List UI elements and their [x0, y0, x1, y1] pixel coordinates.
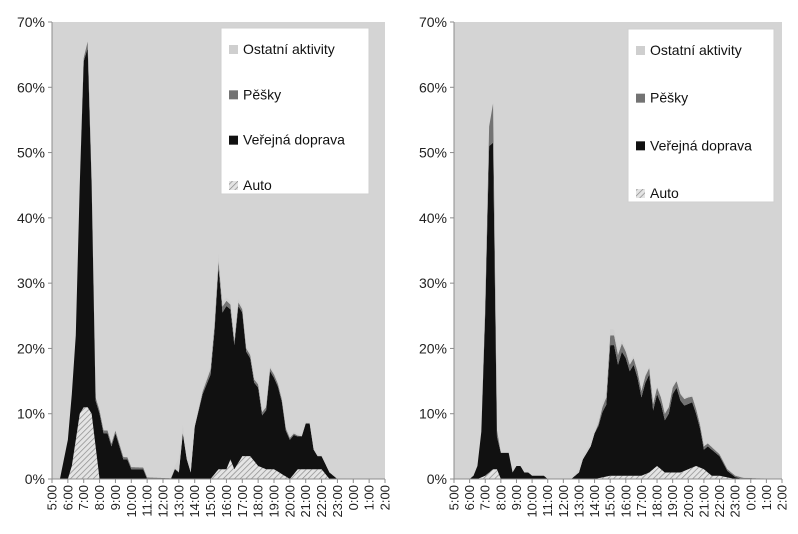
x-tick-label: 6:00	[60, 485, 75, 510]
x-tick-label: 23:00	[728, 485, 743, 518]
x-tick-label: 19:00	[267, 485, 282, 518]
legend-swatch-ostatni-aktivity	[636, 46, 645, 55]
x-tick-label: 15:00	[203, 485, 218, 518]
x-tick-label: 22:00	[314, 485, 329, 518]
x-tick-label: 2:00	[775, 485, 790, 510]
y-tick-label: 40%	[17, 210, 45, 226]
legend: Ostatní aktivity Pěšky Veřejná doprava Auto	[628, 29, 774, 202]
x-tick-label: 7:00	[478, 485, 493, 510]
x-tick-label: 0:00	[346, 485, 361, 510]
y-tick-label: 30%	[17, 275, 45, 291]
legend-label: Ostatní aktivity	[243, 41, 335, 57]
legend-label: Veřejná doprava	[243, 132, 345, 148]
x-tick-label: 11:00	[140, 485, 155, 517]
x-tick-label: 22:00	[712, 485, 727, 518]
legend-label: Auto	[650, 185, 679, 201]
y-tick-label: 40%	[419, 210, 447, 226]
legend-swatch-auto	[229, 181, 238, 190]
legend-label: Ostatní aktivity	[650, 42, 742, 58]
x-tick-label: 19:00	[665, 485, 680, 518]
y-tick-label: 10%	[419, 406, 447, 422]
x-tick-label: 12:00	[156, 485, 171, 518]
x-tick-label: 18:00	[251, 485, 266, 518]
x-tick-label: 12:00	[556, 485, 571, 518]
x-tick-label: 5:00	[45, 485, 60, 510]
chart-panel-2: 0% 10% 20% 30% 40% 50% 60% 70% 5:00 6:00 7:00 8:00 9…	[419, 14, 790, 518]
legend-swatch-auto	[636, 189, 645, 198]
legend: Ostatní aktivity Pěšky Veřejná doprava Auto	[221, 28, 369, 194]
x-tick-label: 13:00	[571, 485, 586, 518]
x-tick-label: 17:00	[634, 485, 649, 518]
legend-swatch-pesky	[229, 90, 238, 99]
y-tick-label: 50%	[419, 145, 447, 161]
x-tick-label: 9:00	[108, 485, 123, 510]
y-tick-label: 0%	[427, 471, 447, 487]
y-tick-label: 20%	[419, 340, 447, 356]
y-tick-label: 10%	[17, 406, 45, 422]
x-tick-label: 20:00	[282, 485, 297, 518]
x-tick-label: 16:00	[219, 485, 234, 518]
x-tick-label: 5:00	[447, 485, 462, 510]
x-tick-label: 11:00	[540, 485, 555, 517]
x-tick-label: 10:00	[124, 485, 139, 518]
x-tick-label: 8:00	[92, 485, 107, 510]
legend-label: Pěšky	[650, 90, 688, 106]
x-tick-label: 8:00	[493, 485, 508, 510]
x-tick-label: 10:00	[525, 485, 540, 518]
y-tick-label: 60%	[419, 79, 447, 95]
legend-swatch-pesky	[636, 94, 645, 103]
x-tick-label: 20:00	[681, 485, 696, 518]
x-tick-label: 2:00	[378, 485, 393, 510]
y-tick-label: 70%	[17, 14, 45, 30]
x-tick-label: 6:00	[462, 485, 477, 510]
y-tick-label: 50%	[17, 145, 45, 161]
x-tick-label: 1:00	[759, 485, 774, 510]
y-tick-label: 70%	[419, 14, 447, 30]
y-tick-label: 30%	[419, 275, 447, 291]
y-tick-label: 20%	[17, 340, 45, 356]
x-tick-label: 9:00	[509, 485, 524, 510]
y-tick-label: 60%	[17, 79, 45, 95]
x-tick-label: 13:00	[171, 485, 186, 518]
x-tick-label: 0:00	[743, 485, 758, 510]
y-tick-label: 0%	[25, 471, 45, 487]
x-tick-label: 17:00	[235, 485, 250, 518]
x-tick-label: 14:00	[187, 485, 202, 518]
x-tick-label: 16:00	[618, 485, 633, 518]
x-tick-label: 18:00	[650, 485, 665, 518]
x-tick-label: 23:00	[330, 485, 345, 518]
legend-swatch-verejna-doprava	[229, 136, 238, 145]
chart-panel-1: 0% 10% 20% 30% 40% 50% 60% 70% 5:00 6:00 7:00 8:00 9…	[17, 14, 393, 518]
legend-swatch-ostatni-aktivity	[229, 45, 238, 54]
legend-swatch-verejna-doprava	[636, 141, 645, 150]
legend-label: Veřejná doprava	[650, 137, 752, 153]
legend-label: Pěšky	[243, 86, 281, 102]
legend-label: Auto	[243, 177, 272, 193]
x-tick-label: 14:00	[587, 485, 602, 518]
x-tick-label: 1:00	[362, 485, 377, 510]
x-tick-label: 21:00	[696, 485, 711, 518]
x-tick-label: 7:00	[76, 485, 91, 510]
x-tick-label: 15:00	[603, 485, 618, 518]
x-tick-label: 21:00	[298, 485, 313, 518]
